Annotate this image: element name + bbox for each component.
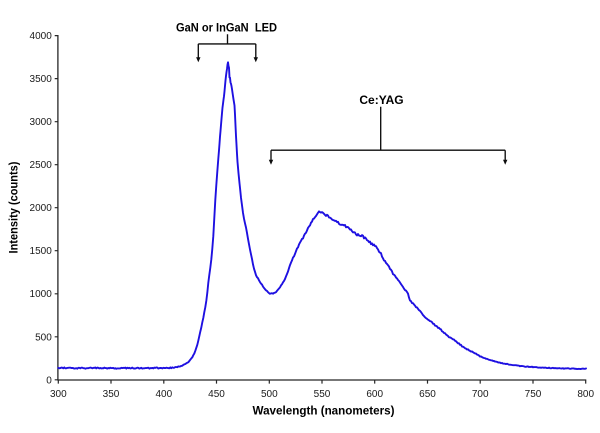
svg-text:400: 400 [155, 389, 172, 400]
svg-text:1000: 1000 [30, 289, 53, 300]
svg-text:500: 500 [35, 332, 52, 343]
svg-text:3500: 3500 [30, 74, 53, 85]
svg-text:550: 550 [314, 389, 331, 400]
svg-text:0: 0 [46, 375, 52, 386]
svg-text:Intensity (counts): Intensity (counts) [7, 162, 21, 254]
svg-text:4000: 4000 [30, 31, 53, 42]
svg-text:2500: 2500 [30, 160, 53, 171]
svg-text:300: 300 [50, 389, 67, 400]
svg-text:2000: 2000 [30, 203, 53, 214]
svg-text:600: 600 [366, 389, 383, 400]
svg-text:1500: 1500 [30, 246, 53, 257]
svg-text:700: 700 [472, 389, 489, 400]
svg-text:Ce:YAG: Ce:YAG [359, 93, 403, 107]
svg-text:Wavelength (nanometers): Wavelength (nanometers) [253, 404, 395, 418]
svg-text:500: 500 [261, 389, 278, 400]
svg-text:800: 800 [577, 389, 594, 400]
svg-text:350: 350 [103, 389, 120, 400]
svg-text:650: 650 [419, 389, 436, 400]
svg-text:750: 750 [525, 389, 542, 400]
svg-text:GaN or InGaN LED: GaN or InGaN LED [176, 21, 277, 35]
svg-text:450: 450 [208, 389, 225, 400]
svg-text:3000: 3000 [30, 117, 53, 128]
